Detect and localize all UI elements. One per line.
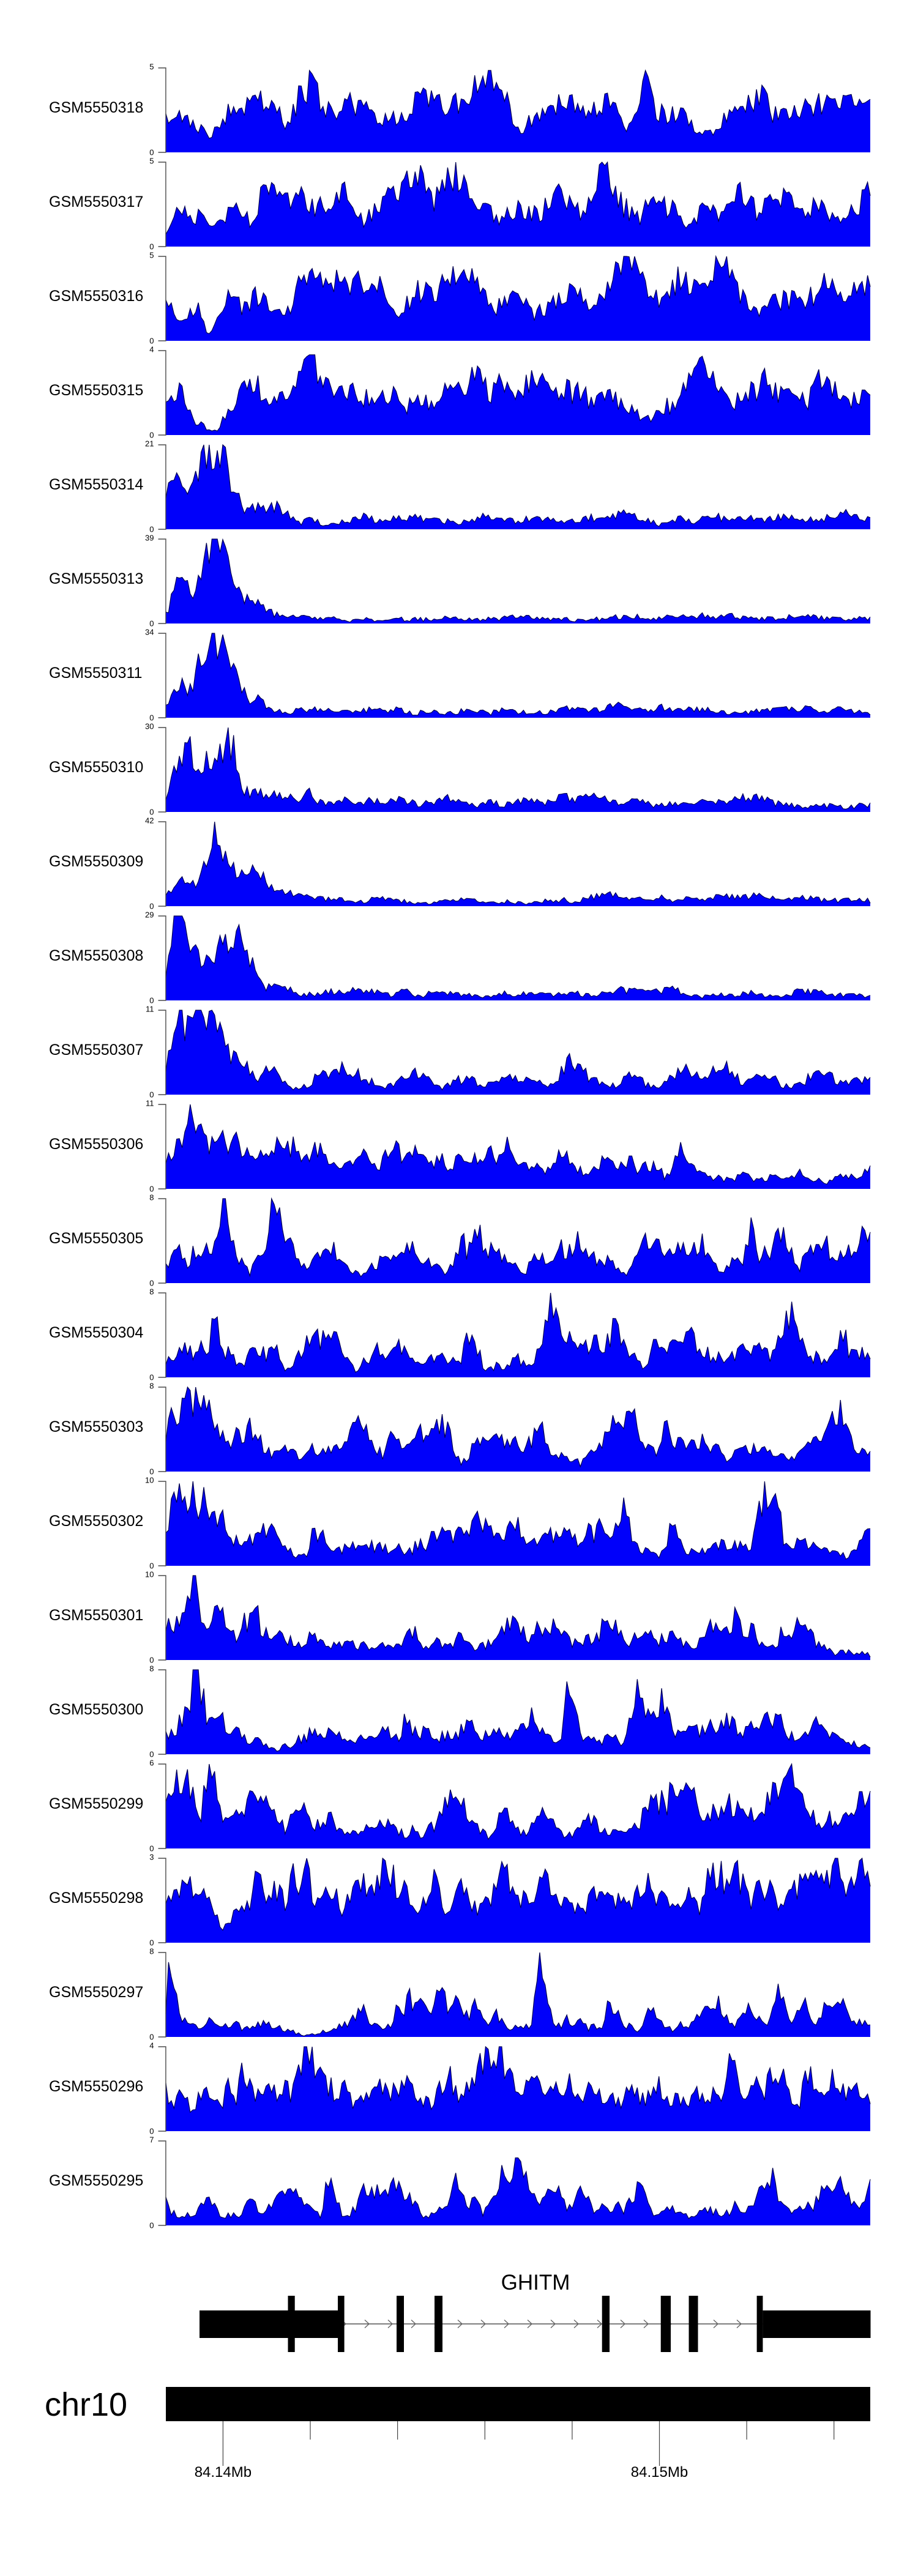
svg-text:0: 0 — [149, 713, 154, 723]
svg-text:chr10: chr10 — [45, 2386, 127, 2423]
svg-text:5: 5 — [149, 251, 154, 260]
svg-text:84.15Mb: 84.15Mb — [631, 2464, 688, 2481]
svg-text:0: 0 — [149, 1938, 154, 1948]
svg-text:0: 0 — [149, 1279, 154, 1288]
svg-text:30: 30 — [145, 722, 154, 731]
svg-text:GSM5550307: GSM5550307 — [49, 1041, 143, 1059]
svg-text:GSM5550302: GSM5550302 — [49, 1513, 143, 1530]
svg-text:8: 8 — [149, 1664, 154, 1673]
svg-text:0: 0 — [149, 1185, 154, 1194]
svg-text:GSM5550308: GSM5550308 — [49, 947, 143, 964]
svg-text:GSM5550303: GSM5550303 — [49, 1418, 143, 1435]
svg-text:GSM5550306: GSM5550306 — [49, 1136, 143, 1153]
svg-text:5: 5 — [149, 157, 154, 166]
svg-text:0: 0 — [149, 2127, 154, 2136]
svg-text:GSM5550311: GSM5550311 — [49, 664, 142, 682]
svg-text:42: 42 — [145, 816, 154, 825]
svg-text:8: 8 — [149, 1287, 154, 1297]
svg-text:GSM5550304: GSM5550304 — [49, 1324, 143, 1341]
svg-text:GSM5550318: GSM5550318 — [49, 99, 143, 116]
svg-text:10: 10 — [145, 1476, 154, 1485]
svg-text:3: 3 — [149, 1853, 154, 1862]
svg-text:7: 7 — [149, 2135, 154, 2145]
svg-text:GSM5550299: GSM5550299 — [49, 1795, 143, 1812]
svg-text:11: 11 — [146, 1005, 154, 1014]
svg-text:0: 0 — [149, 1750, 154, 1759]
svg-text:0: 0 — [149, 2033, 154, 2042]
svg-text:0: 0 — [149, 1656, 154, 1665]
svg-text:GSM5550301: GSM5550301 — [49, 1607, 143, 1624]
svg-text:GHITM: GHITM — [501, 2271, 570, 2295]
svg-text:4: 4 — [149, 2041, 154, 2050]
svg-text:0: 0 — [149, 1090, 154, 1100]
svg-text:21: 21 — [145, 439, 154, 449]
svg-text:0: 0 — [149, 525, 154, 534]
svg-text:GSM5550297: GSM5550297 — [49, 1984, 143, 2001]
svg-text:0: 0 — [149, 996, 154, 1005]
svg-text:8: 8 — [149, 1947, 154, 1956]
svg-text:29: 29 — [145, 910, 154, 920]
svg-text:GSM5550296: GSM5550296 — [49, 2078, 143, 2095]
svg-text:11: 11 — [146, 1099, 154, 1108]
svg-text:0: 0 — [149, 1562, 154, 1571]
svg-text:GSM5550305: GSM5550305 — [49, 1230, 143, 1247]
svg-text:GSM5550313: GSM5550313 — [49, 570, 143, 587]
svg-text:0: 0 — [149, 808, 154, 817]
svg-text:0: 0 — [149, 619, 154, 628]
svg-text:GSM5550300: GSM5550300 — [49, 1701, 143, 1718]
svg-text:8: 8 — [149, 1193, 154, 1202]
svg-text:GSM5550309: GSM5550309 — [49, 853, 143, 870]
svg-text:8: 8 — [149, 1382, 154, 1391]
svg-text:0: 0 — [149, 1467, 154, 1476]
svg-text:0: 0 — [149, 337, 154, 346]
svg-text:0: 0 — [149, 1373, 154, 1382]
svg-text:0: 0 — [149, 431, 154, 440]
svg-text:5: 5 — [149, 62, 154, 72]
svg-text:GSM5550314: GSM5550314 — [49, 476, 143, 493]
svg-text:GSM5550317: GSM5550317 — [49, 193, 143, 210]
svg-text:GSM5550316: GSM5550316 — [49, 288, 143, 305]
svg-text:0: 0 — [149, 902, 154, 911]
svg-text:GSM5550298: GSM5550298 — [49, 1889, 143, 1907]
svg-text:6: 6 — [149, 1759, 154, 1768]
svg-text:34: 34 — [145, 628, 154, 637]
svg-text:0: 0 — [149, 2221, 154, 2230]
svg-text:84.14Mb: 84.14Mb — [195, 2464, 252, 2481]
svg-text:0: 0 — [149, 148, 154, 157]
svg-text:10: 10 — [145, 1570, 154, 1579]
svg-text:GSM5550295: GSM5550295 — [49, 2172, 143, 2189]
svg-text:39: 39 — [145, 534, 154, 543]
svg-text:0: 0 — [149, 242, 154, 251]
svg-text:GSM5550310: GSM5550310 — [49, 759, 143, 776]
svg-text:4: 4 — [149, 345, 154, 354]
svg-text:GSM5550315: GSM5550315 — [49, 382, 143, 399]
svg-text:0: 0 — [149, 1844, 154, 1853]
